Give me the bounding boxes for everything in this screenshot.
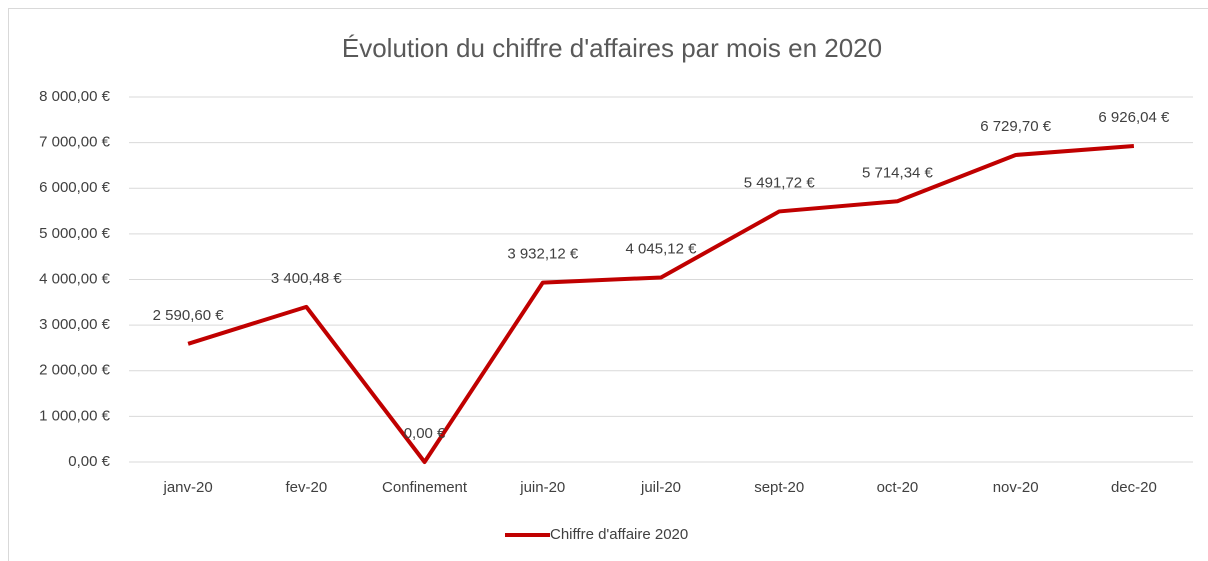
x-tick-label: oct-20 — [877, 479, 919, 496]
y-tick-label: 8 000,00 € — [39, 88, 111, 105]
legend-label: Chiffre d'affaire 2020 — [550, 526, 688, 543]
chart-border — [8, 8, 1208, 561]
data-label: 3 932,12 € — [507, 246, 579, 263]
chart-title: Évolution du chiffre d'affaires par mois… — [342, 33, 882, 63]
data-label: 5 491,72 € — [744, 174, 816, 191]
data-label: 6 926,04 € — [1098, 109, 1170, 126]
x-tick-label: Confinement — [382, 479, 468, 496]
y-tick-label: 5 000,00 € — [39, 225, 111, 242]
y-tick-label: 3 000,00 € — [39, 316, 111, 333]
y-tick-label: 7 000,00 € — [39, 134, 111, 151]
data-label: 4 045,12 € — [626, 240, 698, 257]
x-tick-label: nov-20 — [993, 479, 1039, 496]
x-tick-label: dec-20 — [1111, 479, 1157, 496]
data-line — [187, 144, 1135, 464]
data-label: 2 590,60 € — [153, 307, 225, 324]
data-label: 0,00 € — [404, 425, 446, 442]
x-tick-label: juil-20 — [640, 479, 681, 496]
data-label: 3 400,48 € — [271, 270, 343, 287]
y-tick-label: 2 000,00 € — [39, 362, 111, 379]
y-tick-label: 6 000,00 € — [39, 179, 111, 196]
y-tick-label: 4 000,00 € — [39, 270, 111, 287]
y-tick-label: 0,00 € — [68, 453, 110, 470]
x-tick-label: fev-20 — [285, 479, 327, 496]
data-label: 5 714,34 € — [862, 164, 934, 181]
y-tick-label: 1 000,00 € — [39, 407, 111, 424]
x-tick-label: janv-20 — [163, 479, 213, 496]
x-tick-label: sept-20 — [754, 479, 804, 496]
x-tick-label: juin-20 — [519, 479, 565, 496]
data-label: 6 729,70 € — [980, 118, 1052, 135]
